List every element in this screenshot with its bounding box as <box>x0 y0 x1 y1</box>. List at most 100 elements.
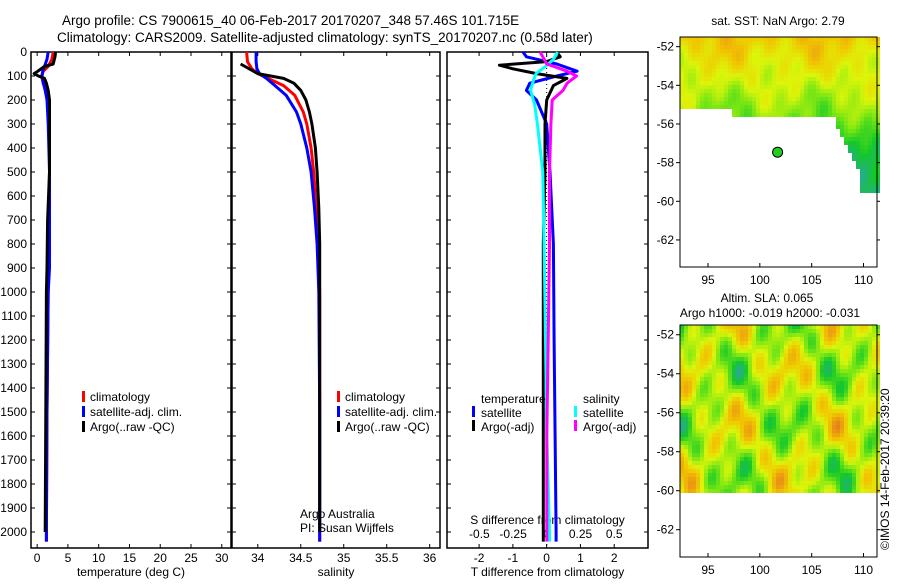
map-cell <box>692 377 696 381</box>
map-cell <box>864 381 868 385</box>
map-cell <box>716 485 720 489</box>
map-cell <box>832 401 836 405</box>
map-cell <box>820 453 824 457</box>
map-cell <box>820 381 824 385</box>
map-cell <box>824 413 828 417</box>
map-cell <box>756 113 760 117</box>
map-cell <box>852 57 856 61</box>
map-cell <box>844 409 848 413</box>
map-cell <box>840 397 844 401</box>
map-cell <box>844 125 848 129</box>
map-cell <box>776 429 780 433</box>
map-cell <box>724 45 728 49</box>
map-cell <box>840 485 844 489</box>
map-cell <box>736 329 740 333</box>
map-cell <box>852 421 856 425</box>
map-cell <box>716 333 720 337</box>
map-cell <box>688 337 692 341</box>
map-cell <box>764 69 768 73</box>
map-cell <box>840 357 844 361</box>
map-cell <box>852 337 856 341</box>
map-cell <box>856 109 860 113</box>
map-cell <box>704 41 708 45</box>
map-cell <box>712 369 716 373</box>
map-cell <box>868 369 872 373</box>
map-cell <box>752 437 756 441</box>
map-cell <box>856 85 860 89</box>
map-cell <box>872 389 876 393</box>
map-cell <box>748 441 752 445</box>
map-cell <box>740 89 744 93</box>
map-cell <box>848 381 852 385</box>
map-cell <box>864 185 868 189</box>
map-cell <box>876 349 880 353</box>
map-cell <box>724 57 728 61</box>
map-cell <box>836 37 840 41</box>
map-cell <box>692 449 696 453</box>
map-cell <box>824 469 828 473</box>
map-cell <box>736 437 740 441</box>
map-cell <box>808 481 812 485</box>
map-cell <box>748 417 752 421</box>
map-cell <box>720 85 724 89</box>
map-cell <box>680 473 684 477</box>
map-cell <box>724 41 728 45</box>
map-cell <box>856 365 860 369</box>
map-cell <box>872 393 876 397</box>
map-cell <box>764 421 768 425</box>
map-cell <box>836 393 840 397</box>
map-cell <box>784 69 788 73</box>
map-cell <box>824 333 828 337</box>
map-cell <box>700 473 704 477</box>
map-cell <box>748 377 752 381</box>
map-cell <box>776 49 780 53</box>
map-cell <box>692 417 696 421</box>
map-cell <box>704 397 708 401</box>
map-cell <box>824 365 828 369</box>
map-cell <box>828 365 832 369</box>
map-cell <box>848 77 852 81</box>
map-cell <box>700 333 704 337</box>
map-cell <box>852 117 856 121</box>
map-cell <box>716 381 720 385</box>
map-cell <box>868 465 872 469</box>
map-cell <box>784 337 788 341</box>
sla-map-subtitle: Argo h1000: -0.019 h2000: -0.031 <box>680 306 860 320</box>
map-cell <box>732 105 736 109</box>
map-cell <box>844 417 848 421</box>
map-cell <box>720 457 724 461</box>
map-cell <box>736 109 740 113</box>
map-cell <box>796 389 800 393</box>
map-cell <box>816 101 820 105</box>
map-cell <box>712 449 716 453</box>
map-cell <box>848 53 852 57</box>
map-cell <box>692 369 696 373</box>
map-cell <box>860 425 864 429</box>
map-cell <box>684 101 688 105</box>
map-cell <box>848 469 852 473</box>
map-cell <box>856 457 860 461</box>
map-cell <box>828 445 832 449</box>
map-cell <box>804 417 808 421</box>
map-cell <box>836 473 840 477</box>
map-cell <box>800 37 804 41</box>
map-cell <box>732 341 736 345</box>
legend-swatch <box>472 420 475 431</box>
map-cell <box>796 441 800 445</box>
map-cell <box>692 49 696 53</box>
map-cell <box>744 437 748 441</box>
map-cell <box>844 137 848 141</box>
map-cell <box>860 393 864 397</box>
map-cell <box>800 457 804 461</box>
map-cell <box>704 481 708 485</box>
map-cell <box>868 329 872 333</box>
map-cell <box>720 41 724 45</box>
map-cell <box>844 61 848 65</box>
map-cell <box>844 105 848 109</box>
map-cell <box>756 389 760 393</box>
map-cell <box>840 113 844 117</box>
map-cell <box>712 105 716 109</box>
map-cell <box>764 45 768 49</box>
map-cell <box>868 341 872 345</box>
map-cell <box>836 361 840 365</box>
